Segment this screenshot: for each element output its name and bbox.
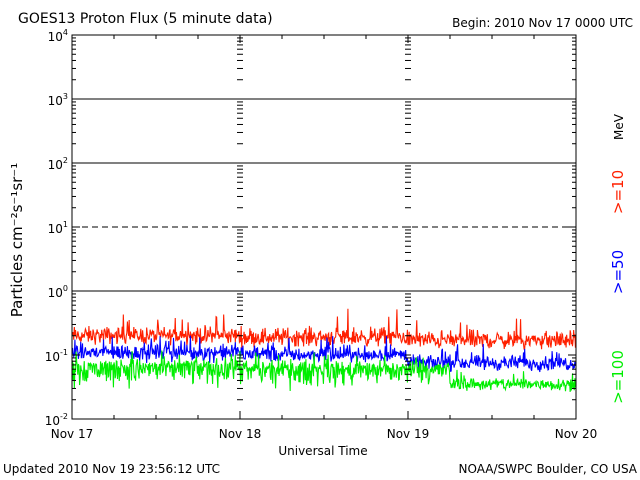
- series-line: [71, 350, 577, 392]
- legend-label: >=10: [609, 170, 627, 214]
- units-label: MeV: [612, 113, 626, 140]
- x-tick-label: Nov 20: [555, 427, 598, 441]
- updated-timestamp: Updated 2010 Nov 19 23:56:12 UTC: [3, 462, 220, 476]
- day-boundary-ticks: [237, 37, 411, 420]
- credit-text: NOAA/SWPC Boulder, CO USA: [459, 462, 638, 476]
- x-tick-labels: Nov 17 Nov 18 Nov 19 Nov 20: [51, 427, 598, 441]
- legend: >=10 >=50 >=100 MeV: [609, 113, 627, 404]
- legend-label: >=50: [609, 250, 627, 294]
- series-lines: [71, 308, 577, 392]
- x-tick-label: Nov 17: [51, 427, 94, 441]
- y-tick-label: 10-2: [45, 412, 68, 428]
- threshold-lines: [72, 98, 576, 292]
- x-tick-label: Nov 19: [387, 427, 430, 441]
- legend-label: >=100: [609, 350, 627, 404]
- series-line: [71, 308, 576, 350]
- y-axis-label: Particles cm⁻²s⁻¹sr⁻¹: [8, 163, 26, 317]
- y-tick-label: 102: [48, 156, 68, 172]
- x-axis-label: Universal Time: [278, 444, 367, 458]
- y-tick-label: 10-1: [45, 348, 68, 364]
- chart-title: GOES13 Proton Flux (5 minute data): [18, 11, 273, 27]
- y-tick-label: 103: [48, 92, 68, 108]
- y-tick-label: 104: [48, 28, 68, 44]
- y-tick-label: 101: [48, 220, 68, 236]
- series-line: [71, 335, 576, 373]
- y-tick-label: 100: [48, 284, 68, 300]
- y-tick-labels: 10-2 10-1 100 101 102 103 104: [45, 28, 68, 428]
- axes: [71, 34, 577, 420]
- x-tick-label: Nov 18: [219, 427, 262, 441]
- begin-time: Begin: 2010 Nov 17 0000 UTC: [452, 16, 633, 30]
